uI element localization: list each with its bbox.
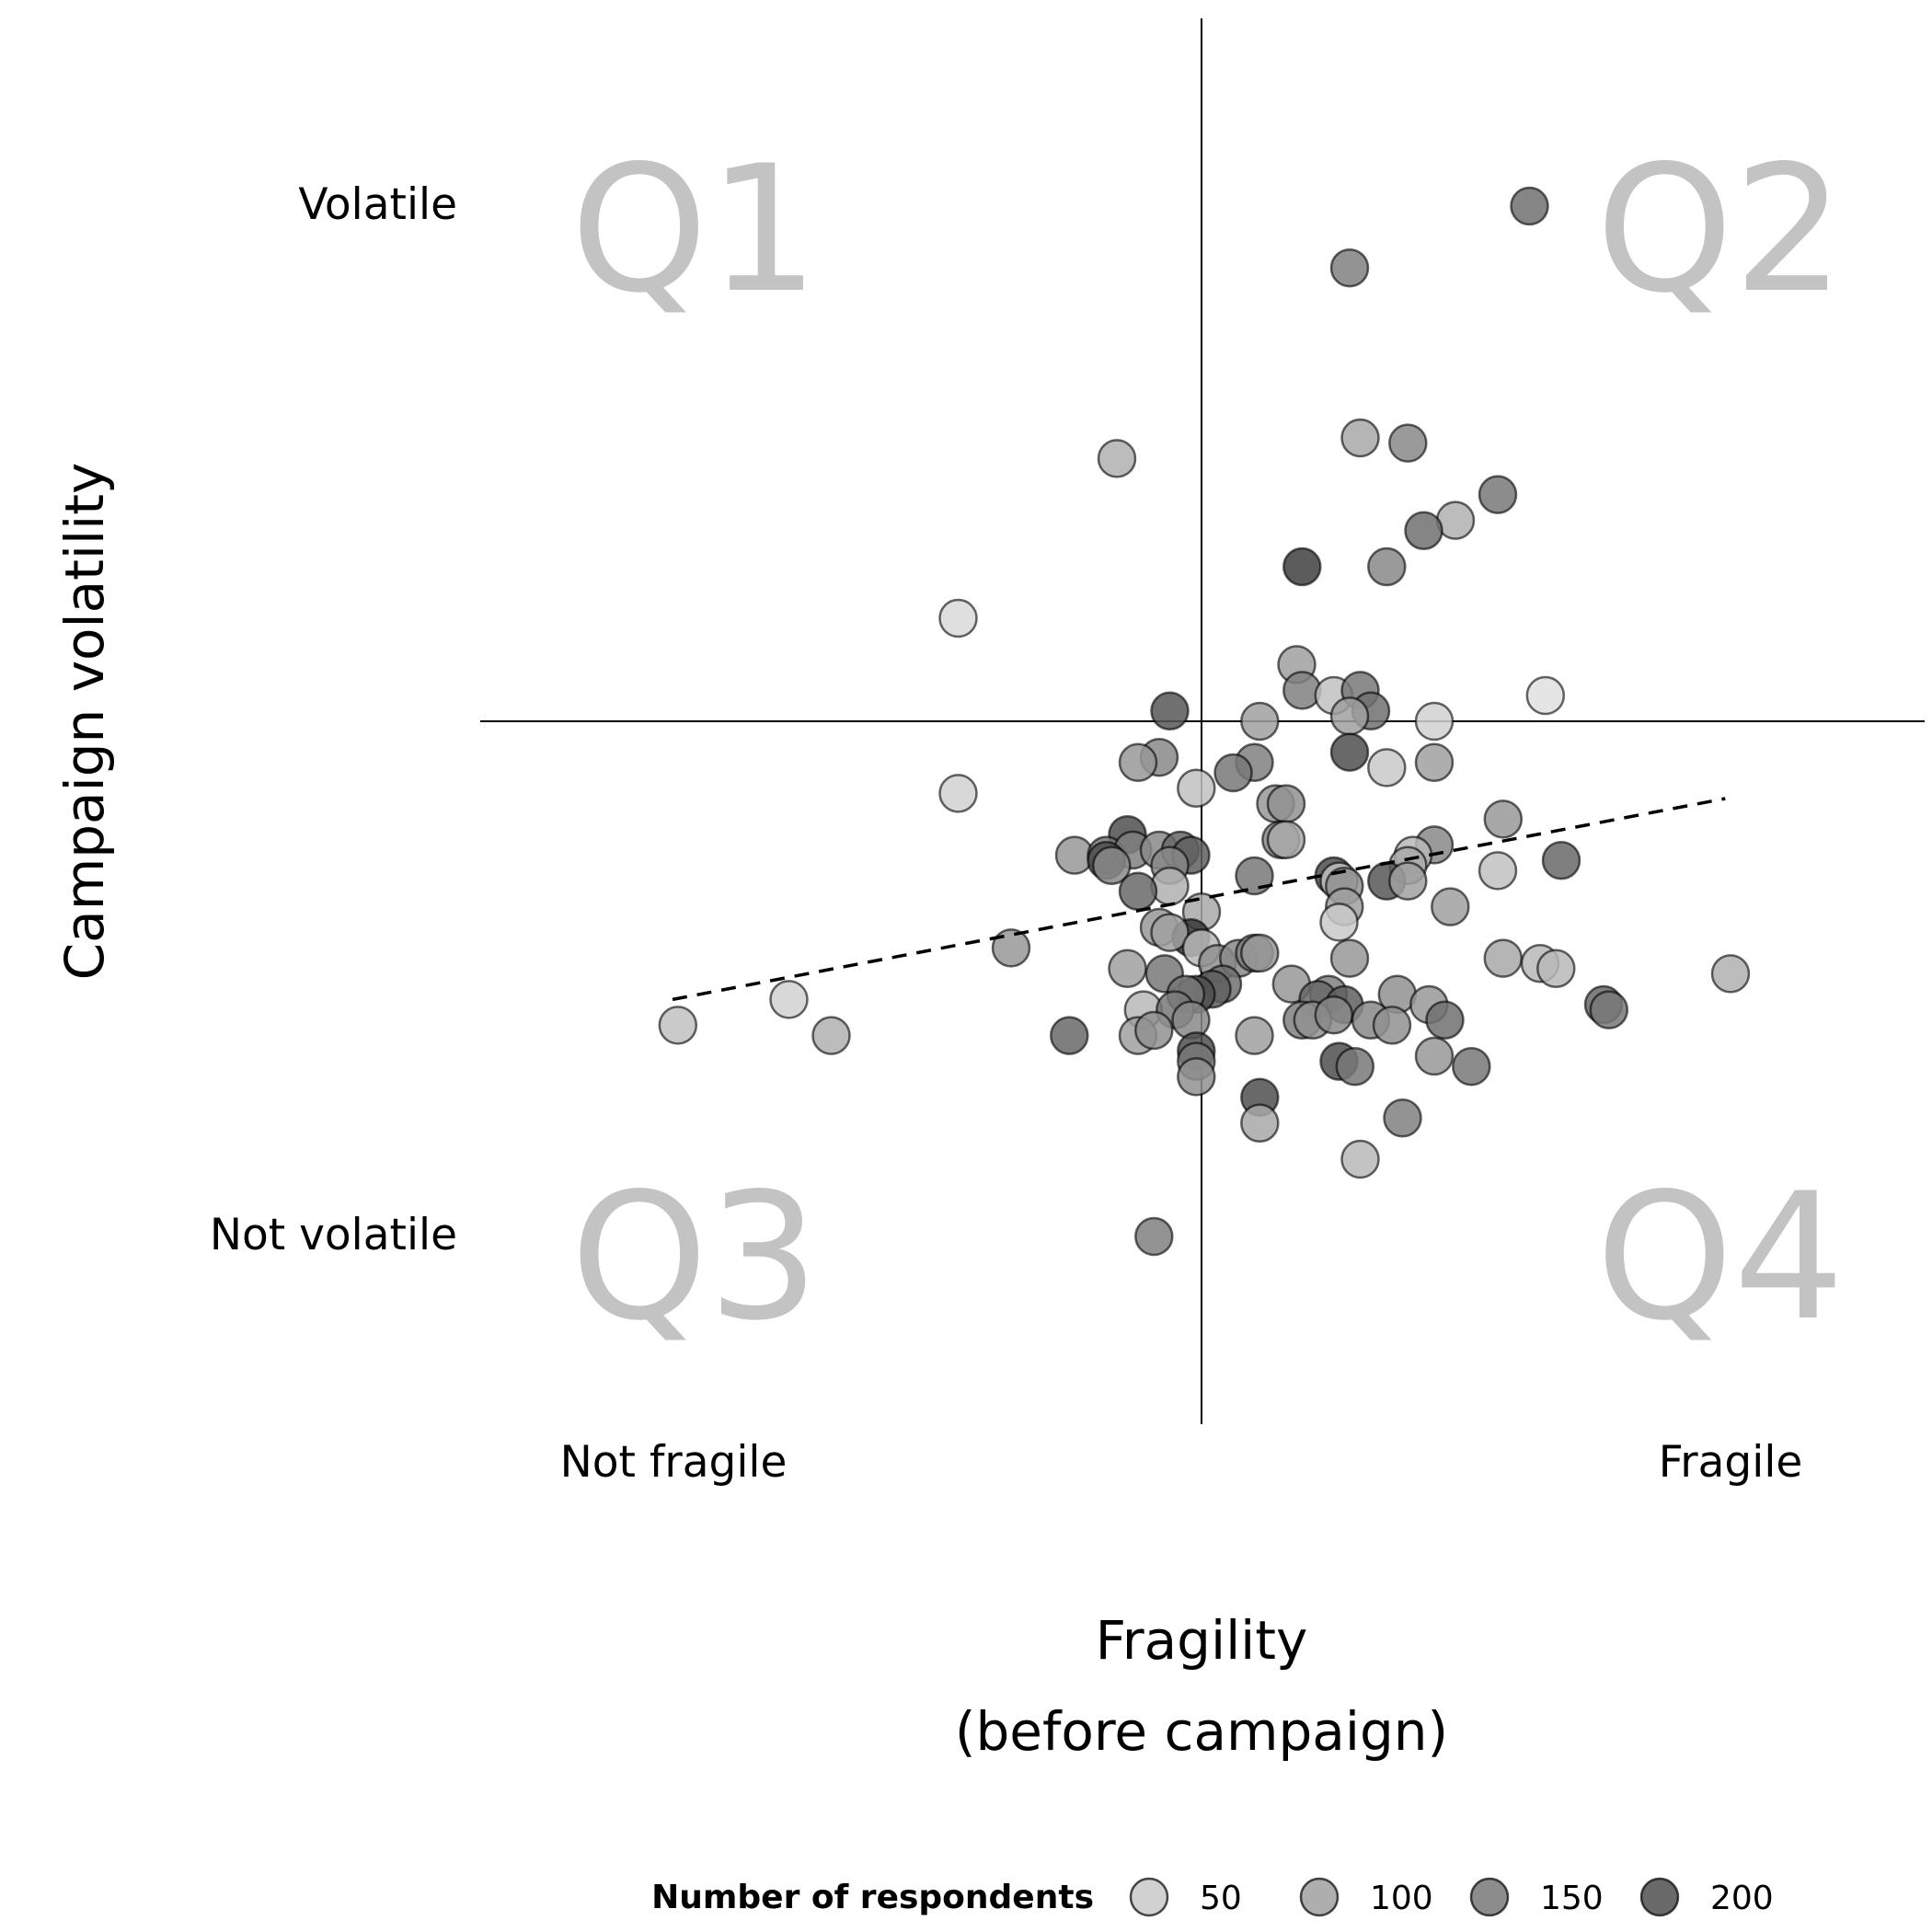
data-point (1329, 732, 1370, 772)
data-point (1414, 742, 1455, 783)
x-axis-title-line1: Fragility (1096, 1609, 1308, 1672)
data-point (1383, 1098, 1422, 1138)
data-point (938, 774, 978, 813)
data-point (1282, 546, 1322, 587)
data-point (1483, 799, 1524, 839)
y-axis-title: Campaign volatility (53, 463, 116, 981)
data-point (1589, 990, 1629, 1029)
data-point (1329, 247, 1370, 288)
data-point (1177, 768, 1216, 809)
data-point (1431, 887, 1470, 926)
data-point (1414, 701, 1455, 742)
data-point (991, 928, 1031, 968)
legend-label-150: 150 (1540, 1880, 1604, 1917)
data-point (1388, 861, 1428, 901)
data-point (1425, 1000, 1465, 1041)
y-high-label: Volatile (298, 179, 457, 230)
data-point (811, 1016, 851, 1055)
data-point (1483, 938, 1524, 978)
data-point (938, 598, 978, 638)
quadrant-label-q2: Q2 (1596, 128, 1845, 331)
x-axis-title-line2: (before campaign) (955, 1700, 1448, 1763)
data-point (658, 1006, 698, 1045)
data-point (1367, 748, 1407, 788)
data-point (1710, 954, 1751, 994)
data-point (1150, 913, 1190, 952)
data-point (1541, 840, 1581, 880)
data-point (1414, 1036, 1455, 1076)
data-point (769, 980, 809, 1019)
data-point (1213, 753, 1253, 793)
data-point (1177, 1057, 1216, 1097)
data-point (1134, 1010, 1174, 1051)
legend-marker-150 (1469, 1877, 1510, 1917)
legend-label-50: 50 (1200, 1880, 1242, 1917)
data-point (1266, 820, 1306, 860)
data-point (1329, 696, 1370, 736)
data-point (1118, 871, 1158, 912)
data-point (1118, 742, 1158, 783)
legend-items: 50 100 150 200 (1129, 1877, 1774, 1917)
data-point (1478, 475, 1518, 514)
data-point (1404, 511, 1443, 551)
data-point (1097, 439, 1137, 478)
data-point (1235, 856, 1274, 896)
x-low-label: Not fragile (560, 1437, 788, 1488)
data-point (1050, 1016, 1089, 1055)
data-point (1240, 933, 1280, 973)
data-point (1150, 866, 1190, 906)
data-point (1329, 938, 1370, 978)
data-point (1266, 784, 1306, 823)
legend-label-200: 200 (1710, 1880, 1774, 1917)
x-high-label: Fragile (1659, 1437, 1803, 1488)
legend-marker-100 (1299, 1877, 1340, 1917)
data-point (1335, 1046, 1375, 1087)
data-point (1452, 1046, 1491, 1087)
data-point (1150, 691, 1190, 731)
data-point (1372, 1006, 1412, 1045)
legend: Number of respondents 50 100 150 200 (651, 1877, 1774, 1917)
data-point (1367, 546, 1407, 587)
data-point (1319, 903, 1359, 942)
y-low-label: Not volatile (210, 1210, 457, 1260)
legend-title: Number of respondents (651, 1879, 1094, 1916)
legend-marker-50 (1129, 1877, 1169, 1917)
quadrant-label-q1: Q1 (570, 128, 819, 331)
trend-line (672, 797, 1726, 1002)
data-point (1092, 845, 1132, 886)
quadrant-label-q4: Q4 (1596, 1156, 1845, 1359)
data-point (1314, 995, 1354, 1035)
data-point (1388, 423, 1428, 463)
legend-marker-200 (1639, 1877, 1680, 1917)
data-point (1134, 1216, 1174, 1257)
data-point (1478, 851, 1518, 891)
legend-label-100: 100 (1370, 1880, 1433, 1917)
points-layer (658, 186, 1751, 1257)
quadrant-label-q3: Q3 (570, 1156, 819, 1359)
data-point (1340, 418, 1380, 458)
data-point (1536, 949, 1576, 989)
data-point (1235, 1016, 1274, 1055)
data-point (1510, 186, 1549, 226)
data-point (1525, 675, 1566, 716)
data-point (1282, 671, 1322, 710)
data-point (1240, 1103, 1280, 1144)
data-point (1340, 1139, 1380, 1179)
data-point (1240, 701, 1280, 742)
data-point (1108, 949, 1147, 989)
